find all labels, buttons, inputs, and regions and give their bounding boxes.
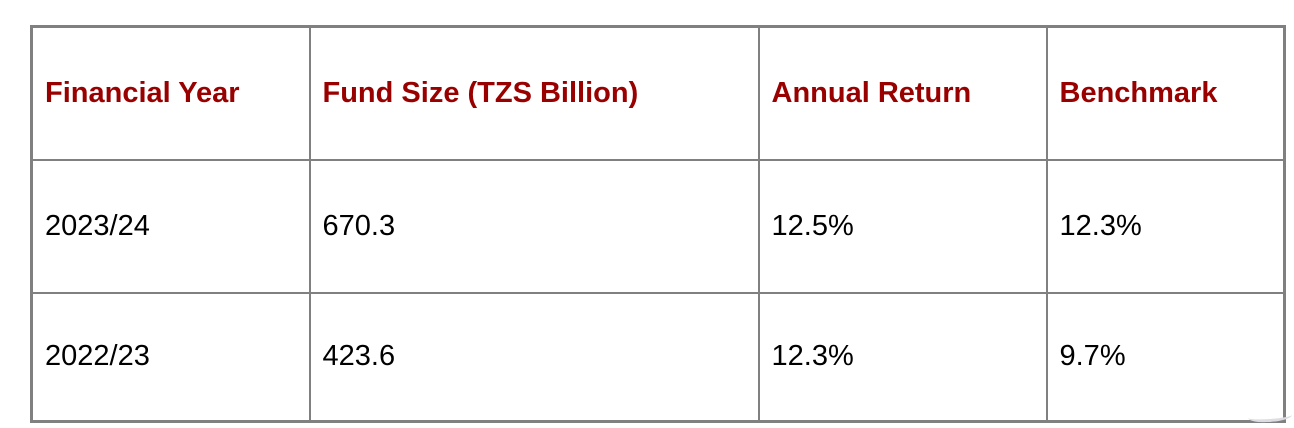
cell-fund-size: 670.3 bbox=[308, 158, 760, 294]
cell-annual-return: 12.3% bbox=[757, 291, 1048, 423]
table-row: 2022/23 423.6 12.3% 9.7% bbox=[30, 291, 1286, 423]
cell-financial-year: 2023/24 bbox=[30, 158, 311, 294]
table-row: 2023/24 670.3 12.5% 12.3% bbox=[30, 158, 1286, 294]
fund-performance-table: Financial Year Fund Size (TZS Billion) A… bbox=[30, 25, 1286, 423]
cell-benchmark: 12.3% bbox=[1045, 158, 1286, 294]
header-cell-benchmark: Benchmark bbox=[1045, 25, 1286, 161]
cell-benchmark: 9.7% bbox=[1045, 291, 1286, 423]
header-cell-fund-size: Fund Size (TZS Billion) bbox=[308, 25, 760, 161]
header-cell-financial-year: Financial Year bbox=[30, 25, 311, 161]
cell-annual-return: 12.5% bbox=[757, 158, 1048, 294]
header-cell-annual-return: Annual Return bbox=[757, 25, 1048, 161]
cell-fund-size: 423.6 bbox=[308, 291, 760, 423]
cell-financial-year: 2022/23 bbox=[30, 291, 311, 423]
table-header-row: Financial Year Fund Size (TZS Billion) A… bbox=[30, 25, 1286, 161]
